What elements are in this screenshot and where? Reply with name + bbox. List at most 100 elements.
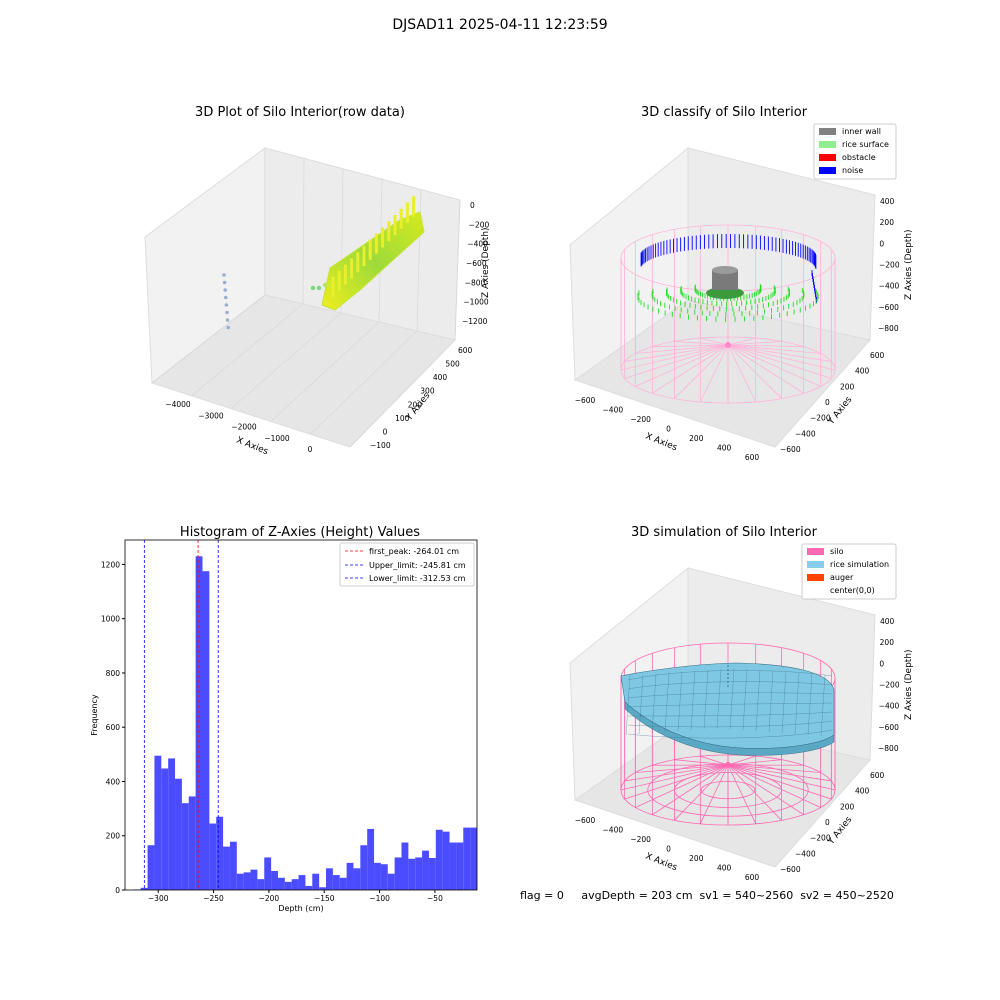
panel1-y-tick: 200 xyxy=(408,400,423,409)
histogram-x-tick: −250 xyxy=(203,894,224,903)
legend-label-upper-limit: Upper_limit: -245.81 cm xyxy=(369,561,466,570)
panel2-silo-line xyxy=(624,344,729,379)
histogram-legend-box xyxy=(339,542,475,587)
panel4-y-tick: 200 xyxy=(840,802,855,811)
panel2-y-tick: 0 xyxy=(825,398,830,407)
histogram-bar xyxy=(298,875,306,890)
panel4-mesh-line xyxy=(690,670,696,731)
panel2-ylabel: Y Axies xyxy=(826,395,855,428)
panel1-ribbon-ticks xyxy=(331,196,416,297)
panel4-mesh-line xyxy=(627,711,833,717)
histogram-bar xyxy=(284,881,292,890)
histogram-y-ticks: 0 200 400 600 800 1000 1200 xyxy=(101,560,125,895)
legend-swatch-noise xyxy=(819,167,836,174)
histogram-bar xyxy=(168,758,176,890)
histogram-bar xyxy=(147,845,155,890)
panel2-silo-line xyxy=(674,341,729,346)
histogram-x-tick: −200 xyxy=(259,894,280,903)
panel1-point xyxy=(224,295,228,300)
panel4-x-ticks: −600 −400 −200 0 200 400 600 xyxy=(575,816,760,882)
panel1-title: 3D Plot of Silo Interior(row data) xyxy=(195,105,405,120)
panel4-mesh-line xyxy=(638,674,644,735)
histogram-bar xyxy=(319,887,327,890)
panel4-mesh-line xyxy=(627,692,833,699)
panel4-z-tick: −400 xyxy=(879,702,900,711)
panel1-x-tick: 0 xyxy=(308,445,313,454)
panel2-silo-line xyxy=(624,344,729,362)
panel1-y-ticks: −100 0 100 200 300 400 500 600 xyxy=(370,346,473,450)
histogram-bar xyxy=(257,879,265,890)
legend-label-center: center(0,0) xyxy=(830,586,875,595)
panel4-mesh-line xyxy=(768,670,774,733)
panel4-rice-mesh xyxy=(625,667,833,739)
panel4-mesh-line xyxy=(651,673,657,734)
panel2-x-tick: 600 xyxy=(745,453,760,462)
panel4-center-marker xyxy=(725,762,731,768)
panel2-silo-line xyxy=(727,344,804,394)
panel2-silo-line xyxy=(727,344,804,348)
panel4-silo-line xyxy=(727,764,782,821)
histogram-bar xyxy=(140,887,148,890)
histogram-bar xyxy=(339,877,347,890)
legend-label-silo: silo xyxy=(830,547,844,556)
panel4-legend-box xyxy=(801,543,897,600)
panel1-y-tick: 0 xyxy=(383,427,388,436)
histogram-legend: first_peak: -264.01 cm Upper_limit: -245… xyxy=(339,542,475,587)
panel2-legend: inner wall rice surface obstacle noise xyxy=(813,123,897,180)
panel1-grid-line xyxy=(191,303,304,397)
histogram-y-tick: 200 xyxy=(106,832,121,841)
panel4-z-tick: 0 xyxy=(879,659,884,668)
panel1-x-tick: −1000 xyxy=(264,434,290,443)
histogram-bar xyxy=(449,842,457,890)
panel2-y-tick: 400 xyxy=(855,367,870,376)
panel4-mesh-line xyxy=(627,702,833,708)
legend-swatch-auger xyxy=(807,574,824,581)
panel4-silo-line xyxy=(674,764,729,821)
histogram-y-tick: 1200 xyxy=(101,560,120,569)
panel4-mesh-line xyxy=(664,672,670,733)
panel4-ylabel: Y Axies xyxy=(826,815,855,848)
panel4-mesh-line xyxy=(625,675,631,736)
panel1-grid-line xyxy=(270,321,380,422)
panel4-x-tick: 400 xyxy=(717,864,732,873)
panel2-z-tick: −400 xyxy=(879,282,900,291)
panel2-silo-line xyxy=(727,344,821,387)
panel4-mesh-line xyxy=(627,729,833,739)
panel4-silo-line xyxy=(727,764,757,824)
panel1-y-tick: 600 xyxy=(458,346,473,355)
histogram-bar xyxy=(216,816,224,890)
histogram-bar xyxy=(435,829,443,890)
status-footer: flag = 0 avgDepth = 203 cm sv1 = 540~256… xyxy=(520,889,894,902)
panel4-x-tick: −400 xyxy=(603,826,624,835)
panel2-silo-line xyxy=(635,344,729,387)
histogram-bar xyxy=(326,868,333,890)
legend-label-auger: auger xyxy=(830,573,854,582)
panel4-y-tick: 0 xyxy=(825,818,830,827)
legend-swatch-inner-wall xyxy=(819,128,836,135)
panel4-silo-ring xyxy=(674,772,782,808)
panel1-zlabel: Z Axies (Depth) xyxy=(481,227,491,298)
panel2-zlabel: Z Axies (Depth) xyxy=(904,229,914,300)
panel2-y-tick: 600 xyxy=(870,351,885,360)
panel1-point xyxy=(322,282,328,288)
histogram-bar xyxy=(188,796,196,890)
legend-label-inner-wall: inner wall xyxy=(842,127,881,136)
histogram-bar xyxy=(367,828,375,890)
panel1-grid-line xyxy=(310,330,418,435)
panel4-mesh-line xyxy=(742,668,748,731)
panel-simulation-3d: 3D simulation of Silo Interior −600−400−… xyxy=(569,525,914,882)
histogram-bar xyxy=(161,768,169,890)
panel1-point xyxy=(222,280,227,285)
panel1-x-tick: −4000 xyxy=(165,400,191,409)
panel1-y-tick: 400 xyxy=(433,373,448,382)
histogram-bar xyxy=(408,858,416,890)
panel2-inner-wall xyxy=(706,266,744,299)
legend-swatch-rice-surface xyxy=(819,141,836,148)
histogram-reference-lines xyxy=(143,540,219,890)
panel4-x-tick: −200 xyxy=(630,835,651,844)
histogram-bar xyxy=(387,873,395,890)
panel2-silo-line xyxy=(727,344,832,379)
panel4-mesh-line xyxy=(807,673,813,736)
panel1-point xyxy=(225,310,229,315)
